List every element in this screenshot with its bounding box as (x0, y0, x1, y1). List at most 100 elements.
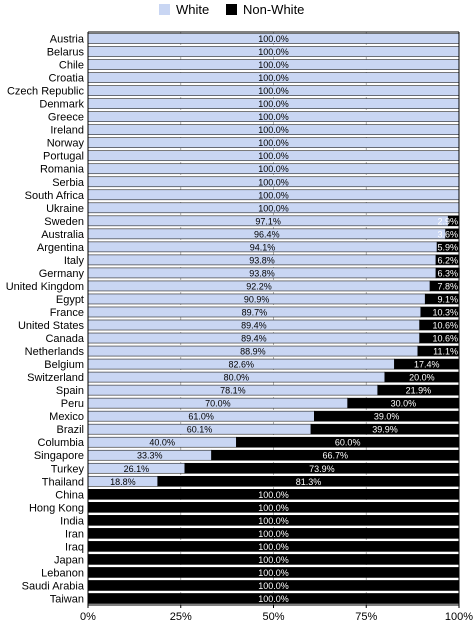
data-label-white: 100.0% (258, 73, 289, 83)
category-label: Mexico (49, 411, 84, 423)
data-label-white: 96.4% (254, 229, 280, 239)
category-label: Argentina (37, 242, 85, 254)
category-label: Greece (48, 112, 84, 124)
x-tick-label: 75% (355, 611, 377, 623)
data-label-non-white: 2.9% (437, 216, 458, 226)
data-label-non-white: 100.0% (258, 581, 289, 591)
category-label: Sweden (44, 216, 84, 228)
legend-label-white: White (176, 2, 209, 17)
category-label: Taiwan (50, 593, 84, 605)
data-label-non-white: 10.6% (432, 334, 458, 344)
data-label-white: 100.0% (258, 125, 289, 135)
category-label: Singapore (34, 450, 84, 462)
data-label-non-white: 100.0% (258, 568, 289, 578)
category-label: Denmark (39, 99, 84, 111)
data-label-white: 26.1% (124, 464, 150, 474)
data-label-white: 18.8% (110, 477, 136, 487)
x-tick-label: 25% (170, 611, 192, 623)
data-label-non-white: 6.3% (437, 268, 458, 278)
data-label-non-white: 17.4% (414, 360, 440, 370)
data-label-non-white: 66.7% (323, 451, 349, 461)
data-label-white: 89.4% (241, 321, 267, 331)
data-label-white: 100.0% (258, 164, 289, 174)
data-label-non-white: 100.0% (258, 490, 289, 500)
data-label-white: 93.8% (249, 268, 275, 278)
category-label: Czech Republic (7, 86, 85, 98)
category-label: United Kingdom (6, 281, 84, 293)
category-label: Canada (45, 333, 84, 345)
data-label-white: 93.8% (249, 255, 275, 265)
data-label-non-white: 10.6% (432, 321, 458, 331)
data-label-white: 100.0% (258, 177, 289, 187)
data-label-non-white: 11.1% (433, 347, 458, 357)
category-label: Romania (40, 164, 85, 176)
category-label: Italy (64, 255, 85, 267)
category-label: Croatia (49, 73, 85, 85)
data-label-non-white: 6.2% (437, 255, 458, 265)
data-label-white: 100.0% (258, 112, 289, 122)
category-label: Portugal (43, 151, 84, 163)
data-label-white: 94.1% (250, 242, 276, 252)
category-label: Serbia (52, 177, 85, 189)
data-label-non-white: 100.0% (258, 529, 289, 539)
category-label: France (50, 307, 84, 319)
data-label-white: 100.0% (258, 34, 289, 44)
data-label-white: 61.0% (188, 412, 214, 422)
category-label: Lebanon (41, 567, 84, 579)
data-label-white: 40.0% (149, 438, 175, 448)
data-label-white: 90.9% (244, 294, 270, 304)
category-label: South Africa (25, 190, 85, 202)
data-label-white: 100.0% (258, 99, 289, 109)
data-label-white: 80.0% (224, 373, 250, 383)
data-label-white: 100.0% (258, 151, 289, 161)
data-label-non-white: 100.0% (258, 542, 289, 552)
x-tick-label: 0% (80, 611, 96, 623)
data-label-non-white: 100.0% (258, 555, 289, 565)
data-label-white: 70.0% (205, 399, 231, 409)
category-label: Ukraine (46, 203, 84, 215)
legend-swatch-white (159, 4, 170, 15)
data-label-white: 100.0% (258, 203, 289, 213)
data-label-non-white: 39.9% (372, 425, 398, 435)
data-label-white: 89.4% (241, 334, 267, 344)
data-label-non-white: 100.0% (258, 594, 289, 604)
category-label: Germany (39, 268, 85, 280)
data-label-non-white: 9.1% (437, 294, 458, 304)
data-label-non-white: 5.9% (437, 242, 458, 252)
data-label-non-white: 39.0% (374, 412, 400, 422)
data-label-white: 100.0% (258, 138, 289, 148)
data-label-white: 92.2% (246, 281, 272, 291)
category-label: Australia (41, 229, 85, 241)
data-label-non-white: 3.6% (437, 229, 458, 239)
legend-swatch-non-white (226, 4, 237, 15)
data-label-non-white: 21.9% (406, 386, 432, 396)
x-tick-label: 50% (262, 611, 284, 623)
data-label-non-white: 100.0% (258, 503, 289, 513)
category-label: Austria (50, 34, 85, 46)
data-label-white: 33.3% (137, 451, 163, 461)
category-label: United States (18, 320, 85, 332)
category-label: Peru (61, 398, 84, 410)
x-tick-label: 100% (445, 611, 473, 623)
category-label: India (60, 515, 85, 527)
data-label-white: 78.1% (220, 386, 246, 396)
data-label-white: 88.9% (240, 347, 266, 357)
category-label: Thailand (42, 476, 84, 488)
data-label-white: 100.0% (258, 190, 289, 200)
data-label-non-white: 10.3% (432, 307, 458, 317)
data-label-white: 100.0% (258, 86, 289, 96)
category-label: Iran (65, 528, 84, 540)
data-label-white: 82.6% (228, 360, 254, 370)
data-label-white: 89.7% (242, 307, 268, 317)
category-label: Norway (47, 138, 85, 150)
data-label-white: 100.0% (258, 60, 289, 70)
category-label: China (55, 489, 85, 501)
category-label: Netherlands (25, 346, 85, 358)
data-label-non-white: 20.0% (409, 373, 435, 383)
data-label-non-white: 73.9% (309, 464, 335, 474)
data-label-white: 60.1% (187, 425, 213, 435)
legend-label-non-white: Non-White (243, 2, 304, 17)
data-label-non-white: 100.0% (258, 516, 289, 526)
